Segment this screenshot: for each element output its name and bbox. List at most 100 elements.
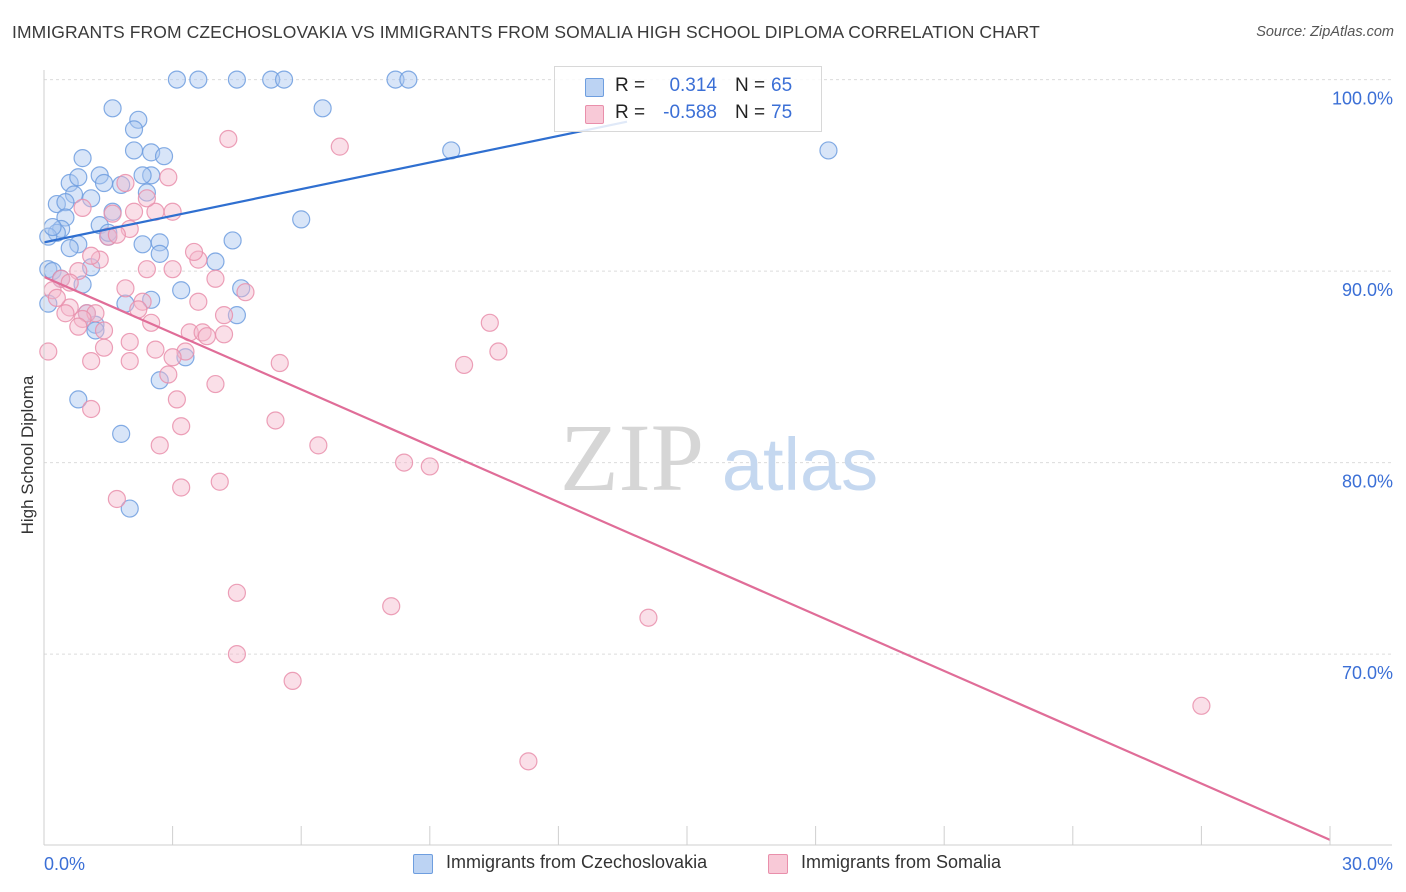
czechoslovakia-point bbox=[227, 306, 246, 325]
legend-r-label: R = bbox=[615, 102, 646, 123]
somalia-point bbox=[150, 436, 169, 455]
czechoslovakia-point bbox=[313, 99, 332, 118]
somalia-point bbox=[159, 168, 178, 187]
czechoslovakia-point bbox=[133, 235, 152, 254]
somalia-point bbox=[94, 338, 114, 357]
legend-n-label: N = bbox=[735, 75, 766, 96]
somalia-point bbox=[172, 478, 191, 497]
somalia-point bbox=[167, 390, 186, 409]
czechoslovakia-point bbox=[223, 231, 242, 250]
legend-n-value: 75 bbox=[771, 102, 793, 123]
somalia-point bbox=[227, 583, 246, 602]
grid-layer bbox=[44, 79, 1392, 655]
somalia-point bbox=[197, 327, 216, 346]
somalia-point bbox=[489, 342, 508, 361]
czechoslovakia-point bbox=[176, 348, 195, 367]
somalia-point bbox=[330, 137, 349, 156]
somalia-point bbox=[420, 457, 439, 476]
czechoslovakia-point bbox=[167, 70, 186, 89]
czechoslovakia-point bbox=[56, 193, 75, 212]
somalia-point bbox=[82, 352, 101, 371]
somalia-point bbox=[137, 260, 156, 279]
czechoslovakia-point bbox=[262, 70, 281, 89]
somalia-point bbox=[210, 472, 229, 491]
somalia-point bbox=[94, 321, 114, 340]
y-tick-label: 100.0% bbox=[1332, 89, 1393, 109]
czechoslovakia-point bbox=[172, 281, 191, 300]
somalia-point bbox=[382, 597, 401, 616]
legend-r-value: -0.588 bbox=[663, 102, 717, 123]
somalia-point bbox=[120, 352, 139, 371]
series-legend: Immigrants from Czechoslovakia Immigrant… bbox=[0, 852, 1406, 878]
somalia-point bbox=[146, 340, 165, 359]
y-tick-label: 70.0% bbox=[1342, 663, 1393, 683]
legend-r-value: 0.314 bbox=[669, 75, 717, 96]
somalia-point bbox=[639, 608, 658, 627]
czechoslovakia-point bbox=[69, 390, 88, 409]
czechoslovakia-point bbox=[292, 210, 311, 229]
czechoslovakia-point bbox=[386, 70, 405, 89]
somalia-point bbox=[283, 671, 302, 691]
somalia-point bbox=[1192, 696, 1211, 715]
somalia-trend-line bbox=[43, 275, 1331, 841]
czechoslovakia-point bbox=[43, 217, 62, 237]
czechoslovakia-point bbox=[227, 70, 246, 89]
legend-r-label: R = bbox=[615, 75, 646, 96]
legend-n-value: 65 bbox=[771, 75, 793, 96]
somalia-point bbox=[56, 304, 75, 323]
somalia-point bbox=[214, 306, 234, 325]
somalia-point bbox=[39, 342, 58, 361]
somalia-point bbox=[454, 355, 474, 375]
somalia-point bbox=[159, 365, 178, 384]
somalia-point bbox=[309, 436, 328, 455]
source-label: Source: ZipAtlas.com bbox=[1256, 24, 1394, 40]
czechoslovakia-point bbox=[154, 147, 174, 166]
czechoslovakia-point bbox=[120, 499, 139, 518]
somalia-point bbox=[120, 332, 139, 352]
somalia-point bbox=[82, 399, 101, 419]
somalia-point bbox=[172, 417, 191, 436]
czechoslovakia-point bbox=[399, 70, 418, 89]
somalia-point bbox=[163, 348, 182, 367]
somalia-point bbox=[206, 269, 225, 288]
watermark-zip: ZIP bbox=[560, 404, 704, 511]
czechoslovakia-point bbox=[133, 166, 152, 185]
czechoslovakia-point bbox=[69, 168, 88, 187]
somalia-point bbox=[107, 489, 126, 509]
somalia-point bbox=[227, 644, 246, 664]
legend-n-label: N = bbox=[735, 102, 766, 123]
somalia-point bbox=[480, 313, 499, 332]
somalia-point bbox=[116, 173, 135, 193]
czechoslovakia-point bbox=[124, 120, 144, 139]
somalia-point bbox=[266, 411, 285, 430]
legend-label: Immigrants from Somalia bbox=[801, 852, 1002, 872]
somalia-point bbox=[270, 353, 289, 373]
somalia-point bbox=[124, 202, 144, 221]
czechoslovakia-point bbox=[103, 99, 122, 118]
czechoslovakia-point bbox=[129, 110, 148, 129]
somalia-point bbox=[116, 279, 135, 298]
czechoslovakia-point bbox=[124, 141, 144, 160]
czechoslovakia-point bbox=[56, 208, 75, 227]
somalia-point bbox=[519, 752, 538, 771]
watermark: ZIP atlas bbox=[560, 404, 878, 511]
somalia-point bbox=[214, 325, 234, 344]
czechoslovakia-point bbox=[206, 252, 225, 271]
czechoslovakia-point bbox=[819, 141, 838, 160]
somalia-point bbox=[219, 129, 238, 149]
axis-layer: 70.0% 80.0% 90.0% 100.0% 0.0% 30.0% bbox=[43, 70, 1393, 874]
czechoslovakia-point bbox=[112, 424, 131, 443]
czechoslovakia-point bbox=[274, 70, 294, 89]
czechoslovakia-point bbox=[150, 244, 169, 263]
legend-swatch-blue bbox=[585, 78, 604, 97]
trend-layer bbox=[43, 120, 1331, 841]
somalia-point bbox=[73, 198, 92, 218]
legend-label: Immigrants from Czechoslovakia bbox=[446, 852, 708, 872]
somalia-point bbox=[236, 283, 255, 302]
somalia-point bbox=[137, 189, 156, 208]
somalia-point bbox=[69, 317, 88, 336]
czechoslovakia-point bbox=[60, 239, 79, 258]
somalia-point bbox=[103, 204, 122, 223]
legend-swatch-pink bbox=[768, 854, 788, 874]
